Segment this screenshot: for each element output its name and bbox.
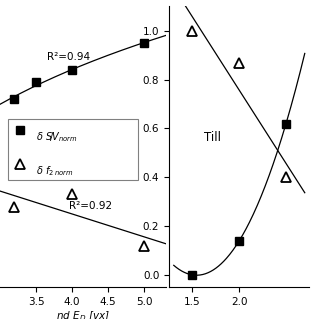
Text: R²=0.92: R²=0.92 bbox=[69, 201, 112, 211]
Text: $\delta\ S\!/\!V_{\mathit{norm}}$: $\delta\ S\!/\!V_{\mathit{norm}}$ bbox=[36, 130, 78, 144]
Bar bbox=[8, 119, 138, 181]
Text: Till: Till bbox=[204, 131, 221, 144]
X-axis label: nd $E_D$ [vx]: nd $E_D$ [vx] bbox=[56, 310, 110, 319]
Text: $\delta\ f_{2\,\mathit{norm}}$: $\delta\ f_{2\,\mathit{norm}}$ bbox=[36, 164, 74, 177]
Text: R²=0.94: R²=0.94 bbox=[47, 52, 90, 62]
